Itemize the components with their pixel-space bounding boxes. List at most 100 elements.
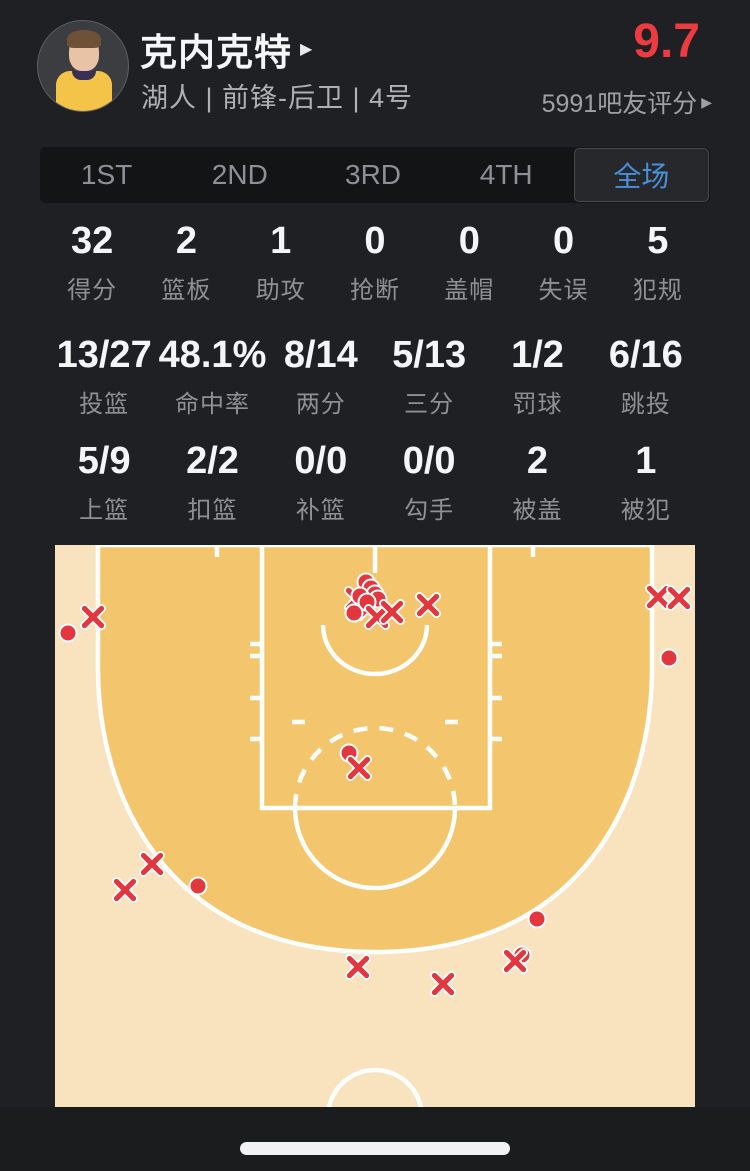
stat-value: 13/27	[56, 334, 152, 376]
stat-steals: 0 抢断	[328, 218, 422, 305]
avatar-jersey-trim	[72, 71, 96, 80]
stat-value: 2/2	[186, 440, 239, 482]
player-avatar[interactable]	[37, 20, 129, 112]
tab-2nd[interactable]: 2ND	[211, 159, 268, 190]
stat-value: 2	[526, 440, 549, 482]
lane-ticks	[214, 545, 536, 742]
made-shot-marker	[58, 623, 78, 643]
stat-value: 48.1%	[158, 334, 267, 376]
stat-rebounds: 2 篮板	[139, 218, 233, 305]
missed-shot-marker	[345, 954, 371, 980]
home-indicator[interactable]	[240, 1142, 510, 1155]
stat-row-shooting: 13/27 投篮 48.1% 命中率 8/14 两分 5/13 三分 1/2 罚…	[50, 332, 700, 419]
stat-value: 1/2	[511, 334, 564, 376]
stat-value: 32	[71, 220, 114, 262]
rating-votes-label: 5991吧友评分	[541, 90, 698, 118]
shot-chart	[55, 542, 695, 1167]
stat-value: 5/9	[77, 440, 131, 482]
quarter-tabbar: 1ST 2ND 3RD 4TH 全场	[40, 147, 710, 203]
missed-shot-marker	[502, 948, 528, 974]
tab-full-game[interactable]: 全场	[573, 148, 710, 202]
stat-points: 32 得分	[45, 218, 139, 305]
stat-turnovers: 0 失误	[516, 218, 610, 305]
stat-2pt: 8/14 两分	[267, 332, 375, 419]
stat-label: 助攻	[255, 277, 306, 304]
stat-label: 上篮	[79, 497, 130, 524]
stat-fg: 13/27 投篮	[50, 332, 158, 419]
stat-fg-pct: 48.1% 命中率	[158, 332, 267, 419]
stat-value: 5	[647, 220, 669, 262]
stat-value: 0/0	[294, 440, 348, 482]
stat-label: 抢断	[349, 277, 400, 304]
stat-assists: 1 助攻	[234, 218, 328, 305]
stat-value: 2	[175, 220, 197, 262]
chevron-right-icon: ▶	[701, 93, 712, 110]
missed-shot-marker	[415, 592, 441, 618]
made-shot-marker	[344, 603, 364, 623]
chevron-right-icon: ▶	[300, 41, 313, 58]
player-rating: 9.7	[633, 15, 700, 68]
stat-ft: 1/2 罚球	[483, 332, 591, 419]
stat-value: 1	[270, 220, 292, 262]
missed-shot-marker	[379, 599, 405, 625]
rating-votes-link[interactable]: 5991吧友评分 ▶	[542, 84, 712, 120]
stat-value: 0	[458, 220, 480, 262]
missed-shot-marker	[346, 755, 372, 781]
made-shot-marker	[527, 909, 547, 929]
missed-shot-marker	[112, 877, 138, 903]
missed-shot-marker	[645, 584, 671, 610]
stat-row-shot-types: 5/9 上篮 2/2 扣篮 0/0 补篮 0/0 勾手 2 被盖 1 被犯	[50, 438, 700, 525]
tab-4th[interactable]: 4TH	[479, 159, 533, 190]
stat-label: 失误	[538, 277, 589, 304]
tab-1st[interactable]: 1ST	[80, 159, 133, 190]
avatar-hair	[67, 30, 101, 48]
stat-blocks: 0 盖帽	[422, 218, 516, 305]
stat-value: 5/13	[392, 334, 467, 376]
missed-shot-marker	[430, 971, 456, 997]
missed-shot-marker	[666, 585, 692, 611]
stat-putback: 0/0 补篮	[267, 438, 375, 525]
stat-label: 犯规	[632, 277, 683, 304]
missed-shot-marker	[80, 604, 106, 630]
stat-fouled: 1 被犯	[592, 438, 700, 525]
stat-label: 盖帽	[444, 277, 495, 304]
missed-shot-marker	[139, 851, 165, 877]
stat-label: 投篮	[79, 391, 130, 418]
stat-row-basic: 32 得分 2 篮板 1 助攻 0 抢断 0 盖帽 0 失误 5 犯规	[45, 218, 705, 305]
stat-value: 0/0	[402, 440, 456, 482]
player-header: 克内克特 ▶ 湖人 | 前锋-后卫 | 4号 9.7 5991吧友评分 ▶	[0, 0, 750, 147]
stat-value: 6/16	[608, 334, 683, 376]
stat-3pt: 5/13 三分	[375, 332, 483, 419]
stat-value: 8/14	[283, 334, 358, 376]
made-shot-marker	[659, 648, 679, 668]
stat-label: 被犯	[620, 497, 671, 524]
stat-label: 罚球	[512, 391, 563, 418]
stat-blocked: 2 被盖	[483, 438, 591, 525]
stat-label: 两分	[295, 391, 346, 418]
player-name-row[interactable]: 克内克特 ▶	[140, 22, 312, 76]
stat-label: 命中率	[174, 391, 250, 418]
stat-label: 三分	[404, 391, 455, 418]
stat-label: 得分	[67, 277, 118, 304]
stat-layup: 5/9 上篮	[50, 438, 158, 525]
stat-label: 跳投	[620, 391, 671, 418]
player-team-position: 湖人 | 前锋-后卫 | 4号	[141, 83, 414, 113]
stat-value: 0	[552, 220, 575, 262]
stat-fouls: 5 犯规	[611, 218, 705, 305]
stat-label: 被盖	[512, 497, 563, 524]
halfcourt-diagram	[55, 542, 695, 1167]
stat-value: 0	[364, 220, 386, 262]
player-name: 克内克特	[140, 32, 292, 73]
stat-label: 篮板	[161, 277, 212, 304]
stat-hook: 0/0 勾手	[375, 438, 483, 525]
stat-value: 1	[635, 440, 657, 482]
made-shot-marker	[188, 876, 208, 896]
bottom-bar	[0, 1107, 750, 1171]
tab-3rd[interactable]: 3RD	[345, 159, 402, 190]
stat-label: 勾手	[404, 497, 455, 524]
stat-label: 补篮	[295, 497, 346, 524]
stat-jumpshot: 6/16 跳投	[592, 332, 700, 419]
stat-dunk: 2/2 扣篮	[158, 438, 266, 525]
stat-label: 扣篮	[187, 497, 238, 524]
